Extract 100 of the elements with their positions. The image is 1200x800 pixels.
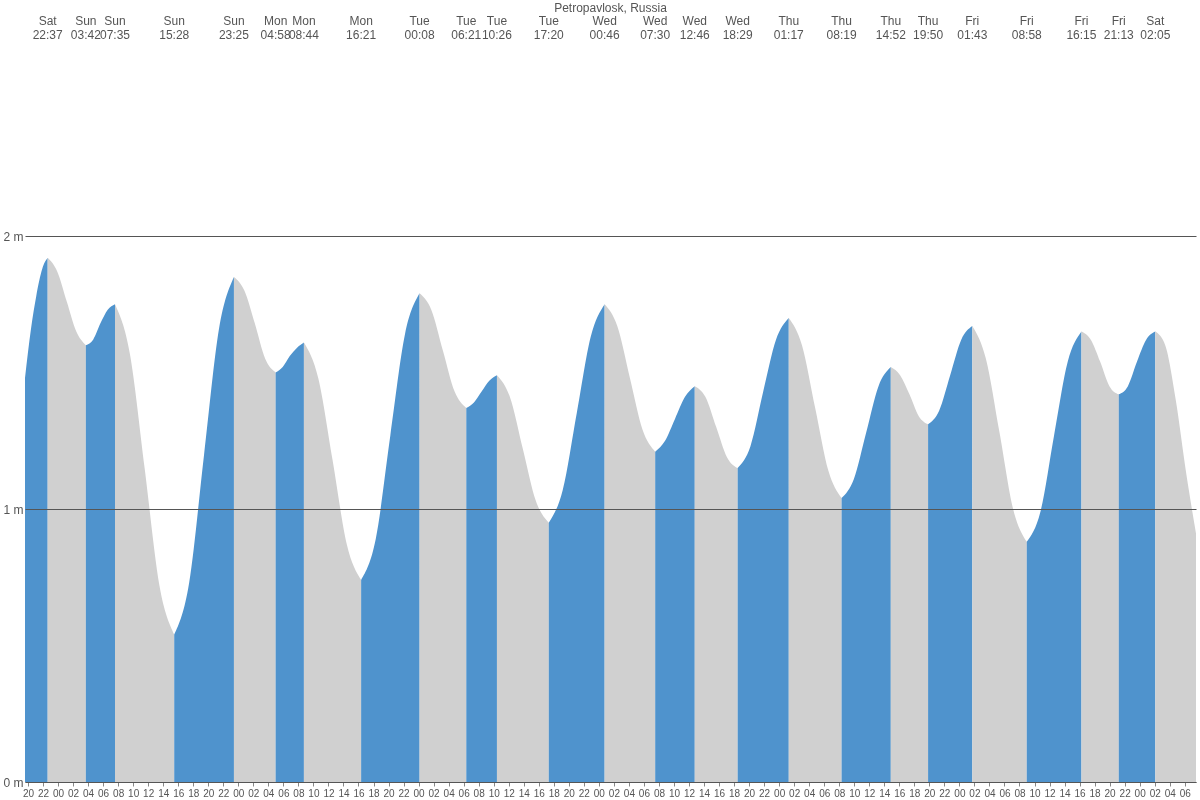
x-tick-label: 02 xyxy=(428,787,441,799)
x-tick-label: 06 xyxy=(819,787,831,799)
x-tick-label: 02 xyxy=(789,787,801,799)
x-tick-label: 10 xyxy=(128,787,140,799)
x-tick-label: 10 xyxy=(308,787,320,799)
x-tick-label: 10 xyxy=(849,787,861,799)
x-tick-label: 22 xyxy=(939,787,951,799)
x-tick-label: 00 xyxy=(1134,787,1147,799)
x-tick-label: 12 xyxy=(1044,787,1057,799)
x-tick-label: 14 xyxy=(518,787,531,799)
text: Fri 21:13 xyxy=(1103,14,1135,42)
x-tick-label: 00 xyxy=(774,787,786,799)
x-tick-label: 16 xyxy=(894,787,906,799)
x-tick-label: 20 xyxy=(383,787,396,799)
x-tick-label: 06 xyxy=(278,787,290,799)
x-tick-label: 04 xyxy=(83,787,95,799)
text: Tue 06:21 xyxy=(451,14,482,42)
text: Sun 07:35 xyxy=(99,14,131,42)
x-tick-label: 16 xyxy=(713,787,726,799)
x-tick-label: 00 xyxy=(954,787,966,799)
text: Tue 10:26 xyxy=(481,14,513,42)
x-tick-label: 18 xyxy=(909,787,921,799)
x-tick-label: 06 xyxy=(638,787,651,799)
x-tick-label: 08 xyxy=(1014,787,1026,799)
x-tick-label: 14 xyxy=(338,787,350,799)
x-tick-label: 06 xyxy=(999,787,1011,799)
x-tick-label: 16 xyxy=(1074,787,1087,799)
x-tick-label: 02 xyxy=(1149,787,1162,799)
x-tick-label: 12 xyxy=(323,787,335,799)
text: Mon 16:21 xyxy=(346,14,377,42)
x-tick-label: 08 xyxy=(293,787,305,799)
x-tick-label: 20 xyxy=(924,787,936,799)
x-tick-label: 08 xyxy=(834,787,846,799)
x-tick-label: 20 xyxy=(563,787,576,799)
x-tick-label: 02 xyxy=(608,787,621,799)
x-tick-label: 16 xyxy=(173,787,185,799)
x-tick-label: 06 xyxy=(458,787,471,799)
x-tick-label: 06 xyxy=(98,787,110,799)
x-tick-label: 00 xyxy=(413,787,426,799)
text: Thu 01:17 xyxy=(773,14,805,42)
text: Fri 16:15 xyxy=(1066,14,1097,42)
x-tick-label: 18 xyxy=(368,787,381,799)
chart-title: Petropavlosk, Russia xyxy=(554,1,668,15)
text: Fri 01:43 xyxy=(957,14,988,42)
text: Thu 08:19 xyxy=(826,14,857,42)
x-tick-label: 02 xyxy=(248,787,260,799)
x-tick-label: 08 xyxy=(473,787,486,799)
x-tick-label: 14 xyxy=(1059,787,1072,799)
x-tick-label: 06 xyxy=(1179,787,1192,799)
x-tick-label: 14 xyxy=(698,787,711,799)
x-tick-label: 00 xyxy=(52,787,65,799)
x-tick-label: 22 xyxy=(398,787,411,799)
x-tick-label: 02 xyxy=(969,787,981,799)
x-tick-label: 22 xyxy=(218,787,230,799)
text: Sat 22:37 xyxy=(32,14,63,42)
x-tick-label: 12 xyxy=(864,787,876,799)
x-tick-label: 04 xyxy=(443,787,456,799)
x-tick-label: 22 xyxy=(578,787,591,799)
text: Wed 18:29 xyxy=(722,14,754,42)
x-tick-label: 20 xyxy=(1104,787,1117,799)
x-tick-label: 18 xyxy=(548,787,561,799)
text: Thu 19:50 xyxy=(913,14,944,42)
y-tick-label: 2 m xyxy=(3,229,24,244)
x-tick-label: 16 xyxy=(533,787,546,799)
x-tick-label: 04 xyxy=(1164,787,1177,799)
text: Thu 14:52 xyxy=(875,14,907,42)
x-tick-label: 00 xyxy=(593,787,606,799)
x-tick-label: 04 xyxy=(984,787,996,799)
text: Mon 08:44 xyxy=(288,14,320,42)
y-tick-label: 1 m xyxy=(3,502,24,517)
x-tick-label: 12 xyxy=(503,787,516,799)
x-tick-label: 08 xyxy=(113,787,125,799)
text: Sat 02:05 xyxy=(1140,14,1171,42)
y-tick-label: 0 m xyxy=(3,775,24,790)
text: Tue 00:08 xyxy=(404,14,435,42)
text: Mon 04:58 xyxy=(260,14,291,42)
x-tick-label: 18 xyxy=(188,787,200,799)
x-tick-label: 18 xyxy=(1089,787,1102,799)
text: Tue 17:20 xyxy=(533,14,565,42)
text: Sun 23:25 xyxy=(218,14,250,42)
x-tick-label: 14 xyxy=(158,787,170,799)
text: Fri 08:58 xyxy=(1011,14,1043,42)
text: Sun 03:42 xyxy=(70,14,102,42)
x-tick-label: 22 xyxy=(1119,787,1132,799)
x-tick-label: 20 xyxy=(22,787,35,799)
x-tick-label: 12 xyxy=(683,787,696,799)
text: Wed 00:46 xyxy=(589,14,620,42)
x-tick-label: 04 xyxy=(804,787,816,799)
x-tick-label: 12 xyxy=(143,787,155,799)
x-tick-label: 04 xyxy=(623,787,636,799)
x-tick-label: 20 xyxy=(744,787,756,799)
x-tick-label: 20 xyxy=(203,787,215,799)
x-tick-label: 10 xyxy=(1029,787,1042,799)
x-tick-label: 22 xyxy=(759,787,771,799)
text: Wed 12:46 xyxy=(679,14,711,42)
x-tick-label: 10 xyxy=(488,787,501,799)
x-tick-label: 10 xyxy=(668,787,681,799)
x-tick-label: 00 xyxy=(233,787,245,799)
x-tick-label: 04 xyxy=(263,787,275,799)
x-tick-label: 18 xyxy=(729,787,741,799)
